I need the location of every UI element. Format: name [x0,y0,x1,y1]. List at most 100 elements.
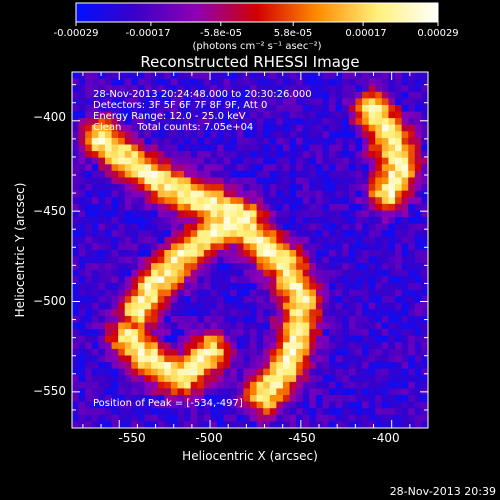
heatmap-cell [282,104,291,113]
heatmap-cell [144,137,152,146]
heatmap-cell [348,131,356,139]
heatmap-cell [289,131,297,139]
heatmap-cell [217,335,225,343]
heatmap-cell [184,414,192,422]
heatmap-cell [342,217,350,225]
heatmap-cell [203,104,211,113]
heatmap-cell [309,78,317,86]
heatmap-cell [388,408,396,416]
heatmap-cell [322,124,330,132]
heatmap-cell [184,157,192,165]
heatmap-cell [296,329,304,337]
heatmap-cell [197,362,205,370]
heatmap-cell [217,256,225,264]
heatmap-cell [104,118,113,126]
heatmap-cell [269,243,277,251]
heatmap-cell [302,309,310,317]
heatmap-cell [210,348,218,356]
heatmap-cell [131,243,139,251]
heatmap-cell [401,329,409,337]
heatmap-cell [276,223,284,231]
heatmap-cell [184,177,192,185]
heatmap-cell [157,72,165,80]
heatmap-cell [157,236,165,244]
heatmap-cell [250,111,258,119]
heatmap-cell [269,355,277,363]
heatmap-cell [368,170,376,178]
heatmap-cell [362,157,370,165]
heatmap-cell [256,177,264,185]
heatmap-cell [137,381,146,389]
heatmap-cell [348,91,356,99]
annotation-detectors: Detectors: 3F 5F 6F 7F 8F 9F, Att 0 [93,100,267,111]
heatmap-cell [408,322,416,330]
heatmap-cell [157,282,165,291]
heatmap-cell [355,210,363,218]
heatmap-cell [236,78,244,86]
heatmap-cell [401,395,409,403]
heatmap-cell [111,118,119,126]
heatmap-cell [203,355,211,363]
heatmap-cell [362,421,370,428]
heatmap-cell [151,401,159,409]
heatmap-cell [72,408,80,416]
heatmap-cell [282,401,291,409]
heatmap-cell [335,302,343,310]
heatmap-cell [72,131,80,139]
heatmap-cell [203,309,211,317]
heatmap-cell [243,282,251,291]
heatmap-cell [151,217,159,225]
heatmap-cell [85,276,93,284]
heatmap-cell [276,230,284,238]
heatmap-cell [98,276,106,284]
heatmap-cell [111,223,119,231]
heatmap-cell [315,289,324,297]
heatmap-cell [263,190,271,198]
heatmap-cell [250,217,258,225]
heatmap-cell [118,144,126,152]
heatmap-cell [164,217,172,225]
heatmap-cell [72,256,80,264]
heatmap-cell [124,282,132,291]
heatmap-cell [250,368,258,376]
heatmap-cell [329,401,337,409]
heatmap-cell [210,230,218,238]
heatmap-cell [375,118,383,126]
heatmap-cell [144,302,152,310]
heatmap-cell [91,335,99,343]
heatmap-cell [111,144,119,152]
heatmap-cell [335,137,343,146]
heatmap-cell [91,151,99,159]
heatmap-cell [98,72,106,80]
heatmap-cell [243,250,251,258]
heatmap-cell [118,289,126,297]
heatmap-cell [289,335,297,343]
heatmap-cell [210,395,218,403]
heatmap-cell [381,322,389,330]
heatmap-cell [256,190,264,198]
heatmap-cell [124,348,132,356]
heatmap-cell [375,276,383,284]
heatmap-cell [144,296,152,304]
heatmap-cell [348,78,356,86]
heatmap-cell [348,184,356,192]
heatmap-cell [408,111,416,119]
heatmap-cell [355,309,363,317]
heatmap-cell [164,98,172,106]
heatmap-cell [329,395,337,403]
heatmap-cell [348,243,356,251]
heatmap-cell [197,236,205,244]
heatmap-cell [164,362,172,370]
heatmap-cell [296,421,304,428]
heatmap-cell [210,137,218,146]
heatmap-cell [421,269,428,277]
heatmap-cell [85,289,93,297]
heatmap-cell [276,98,284,106]
heatmap-cell [408,72,416,80]
heatmap-cell [236,184,244,192]
heatmap-cell [296,151,304,159]
heatmap-cell [118,157,126,165]
heatmap-cell [335,177,343,185]
heatmap-cell [388,184,396,192]
heatmap-cell [197,85,205,93]
